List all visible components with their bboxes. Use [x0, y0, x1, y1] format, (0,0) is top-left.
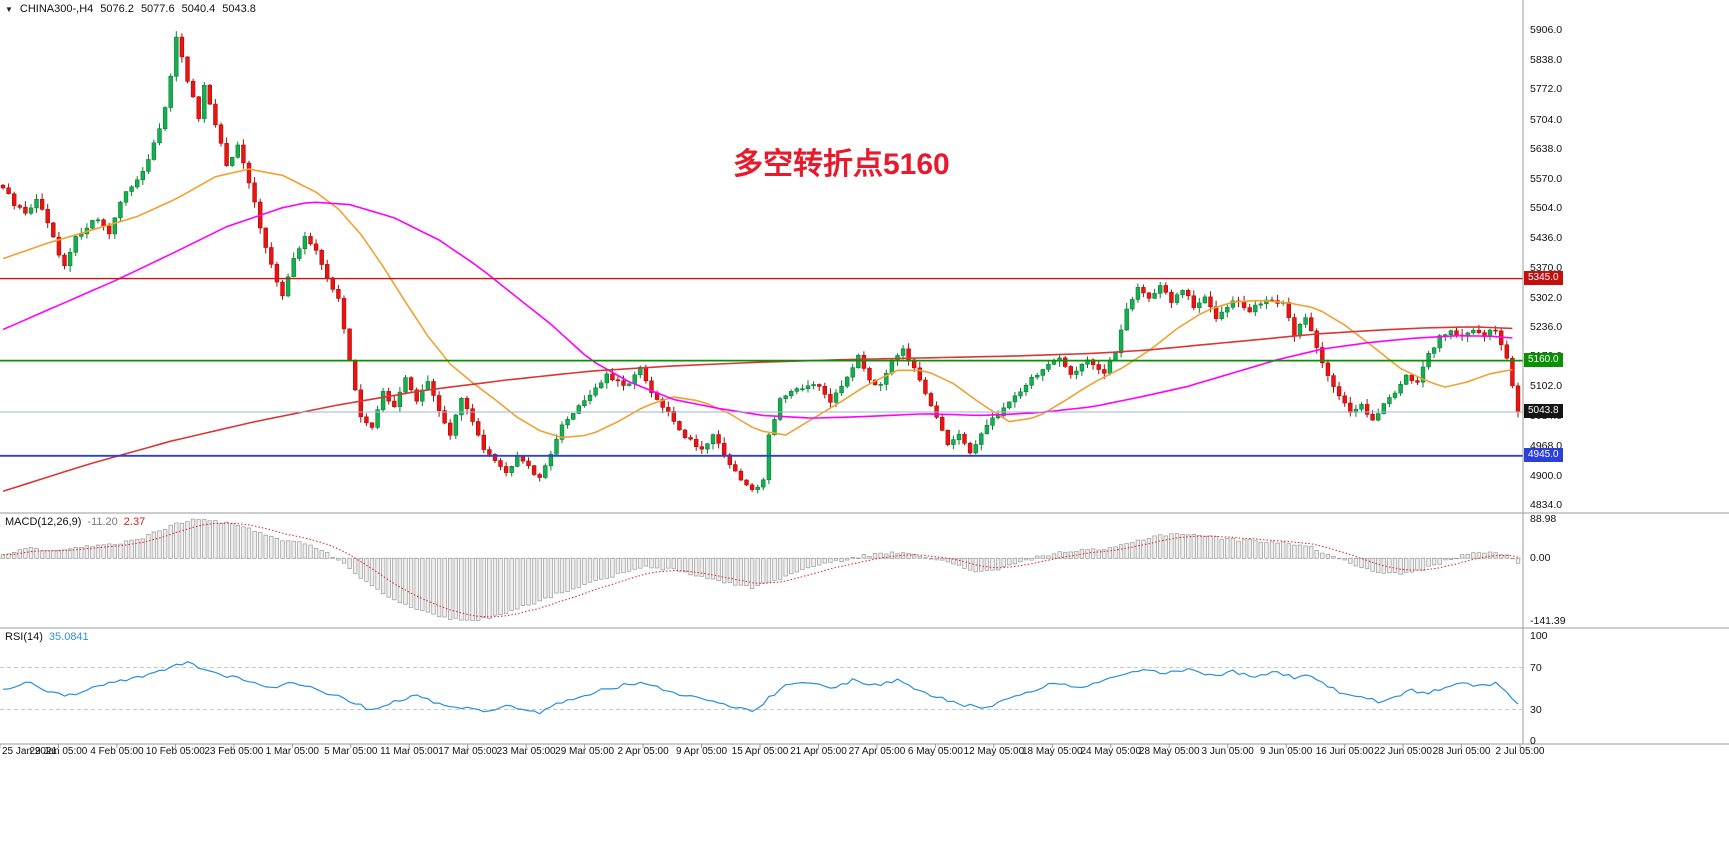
- macd-name: MACD(12,26,9): [5, 516, 82, 528]
- macd-tick-label: 88.98: [1530, 512, 1557, 525]
- price-marker-label: 4945.0: [1524, 447, 1563, 462]
- time-tick-label: 9 Apr 05:00: [675, 746, 728, 757]
- ma-fast-line[interactable]: [2, 168, 1513, 439]
- ohlc-open-value: 5076.2: [100, 3, 134, 15]
- time-tick-label: 28 May 05:00: [1138, 746, 1200, 757]
- price-marker-label: 5345.0: [1524, 270, 1563, 285]
- rsi-tick-label: 30: [1530, 703, 1542, 716]
- time-tick-label: 4 Feb 05:00: [90, 746, 144, 757]
- rsi-value: 35.0841: [48, 631, 89, 643]
- rsi-name: RSI(14): [5, 631, 43, 643]
- macd-signal-value: 2.37: [123, 516, 146, 528]
- time-tick-label: 9 Jun 05:00: [1260, 746, 1313, 757]
- time-tick-label: 2 Apr 05:00: [617, 746, 669, 757]
- rsi-tick-label: 70: [1530, 661, 1542, 674]
- price-marker-label: 5160.0: [1524, 352, 1563, 367]
- macd-histogram: [0, 518, 1521, 622]
- price-tick-label: 5236.0: [1530, 320, 1563, 333]
- time-tick-label: 18 May 05:00: [1021, 746, 1083, 757]
- macd-tick-label: -141.39: [1530, 615, 1566, 628]
- time-tick-label: 12 May 05:00: [963, 746, 1025, 757]
- price-tick-label: 5504.0: [1530, 202, 1563, 215]
- time-tick-label: 10 Feb 05:00: [145, 746, 205, 757]
- time-tick-label: 29 Mar 05:00: [555, 746, 615, 757]
- time-tick-label: 24 May 05:00: [1080, 746, 1142, 757]
- price-tick-label: 5906.0: [1530, 24, 1563, 36]
- time-tick-label: 29 Jan 05:00: [29, 746, 88, 757]
- macd-indicator-label: MACD(12,26,9) -11.20 2.37: [5, 516, 145, 528]
- price-tick-label: 5838.0: [1530, 54, 1563, 67]
- rsi-tick-label: 100: [1530, 630, 1548, 642]
- price-tick-label: 5436.0: [1530, 232, 1563, 245]
- macd-signal-line: [2, 522, 1519, 618]
- time-tick-label: 6 May 05:00: [907, 746, 963, 757]
- ohlc-high-value: 5077.6: [140, 3, 175, 15]
- price-tick-label: 5772.0: [1530, 83, 1563, 96]
- rsi-indicator-label: RSI(14) 35.0841: [5, 631, 89, 643]
- rsi-tick-label: 0: [1530, 735, 1536, 747]
- symbol-period-label: CHINA300-,H4: [19, 3, 94, 15]
- chevron-down-icon[interactable]: ▼: [5, 4, 13, 14]
- time-tick-label: 5 Mar 05:00: [324, 746, 378, 757]
- time-tick-label: 23 Mar 05:00: [496, 746, 556, 757]
- macd-tick-label: 0.00: [1530, 552, 1551, 565]
- macd-main-value: -11.20: [87, 516, 118, 528]
- candlestick-series: [0, 31, 1521, 494]
- price-axis[interactable]: 5906.0 5838.0 5772.0 5704.0 5638.0 5570.0 5504…: [1523, 0, 1729, 841]
- ma-slow-line[interactable]: [2, 326, 1513, 493]
- time-tick-label: 2 Jul 05:00: [1495, 746, 1545, 757]
- ma-mid-line[interactable]: [2, 201, 1513, 419]
- ohlc-low-value: 5040.4: [181, 3, 216, 15]
- price-tick-label: 5570.0: [1530, 172, 1563, 185]
- price-tick-label: 5102.0: [1530, 380, 1563, 393]
- time-tick-label: 22 Jun 05:00: [1374, 746, 1432, 757]
- time-tick-label: 3 Jun 05:00: [1201, 746, 1254, 757]
- price-tick-label: 4900.0: [1530, 469, 1563, 482]
- price-tick-label: 5638.0: [1530, 142, 1563, 155]
- price-tick-label: 4834.0: [1530, 499, 1563, 511]
- chart-header: ▼ CHINA300-,H4 5076.2 5077.6 5040.4 5043…: [5, 3, 256, 15]
- time-tick-label: 23 Feb 05:00: [204, 746, 264, 757]
- price-tick-label: 5704.0: [1530, 113, 1563, 126]
- price-tick-label: 5302.0: [1530, 291, 1563, 304]
- time-tick-label: 27 Apr 05:00: [848, 746, 906, 757]
- time-tick-label: 1 Mar 05:00: [265, 746, 319, 757]
- rsi-line: [2, 661, 1519, 715]
- time-tick-label: 16 Jun 05:00: [1315, 746, 1374, 757]
- time-tick-label: 28 Jun 05:00: [1432, 746, 1491, 757]
- time-tick-label: 15 Apr 05:00: [731, 746, 789, 757]
- time-axis[interactable]: 25 Jan 2021 29 Jan 05:00 4 Feb 05:00 10 Feb…: [0, 746, 1729, 762]
- price-marker-label: 5043.8: [1524, 404, 1563, 419]
- time-tick-label: 17 Mar 05:00: [438, 746, 498, 757]
- ohlc-close-value: 5043.8: [222, 3, 256, 15]
- time-tick-label: 11 Mar 05:00: [380, 746, 439, 757]
- annotation-text: 多空转折点5160: [733, 148, 950, 181]
- time-tick-label: 21 Apr 05:00: [790, 746, 847, 757]
- time-tick-label: 25 Jan 2021: [2, 746, 58, 757]
- price-tick-label: 5370.0: [1530, 261, 1563, 274]
